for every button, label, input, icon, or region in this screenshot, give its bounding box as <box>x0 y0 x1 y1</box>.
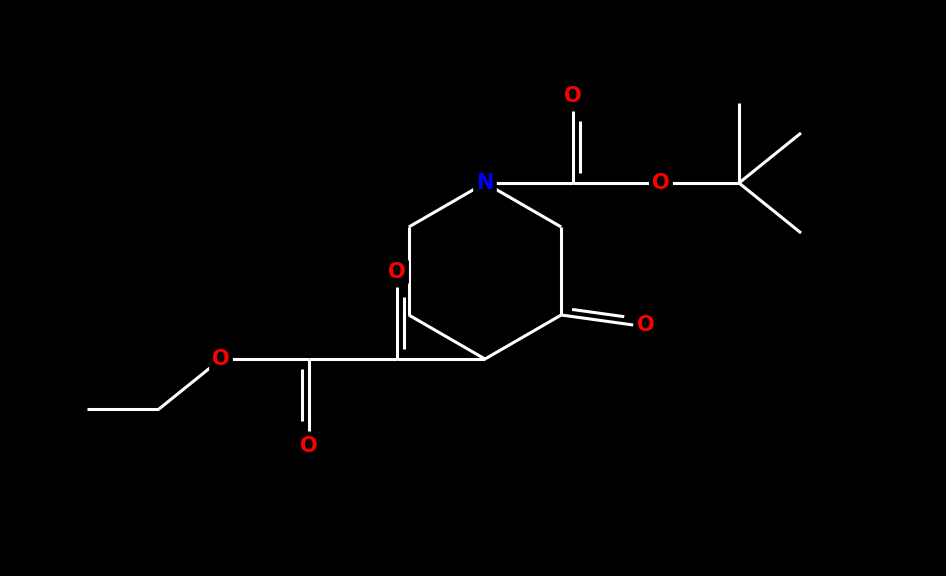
Text: O: O <box>388 262 406 282</box>
Text: O: O <box>652 173 670 193</box>
Text: O: O <box>638 315 655 335</box>
Text: N: N <box>477 173 494 193</box>
Text: O: O <box>300 436 318 456</box>
Text: O: O <box>564 86 582 106</box>
Text: O: O <box>212 349 230 369</box>
